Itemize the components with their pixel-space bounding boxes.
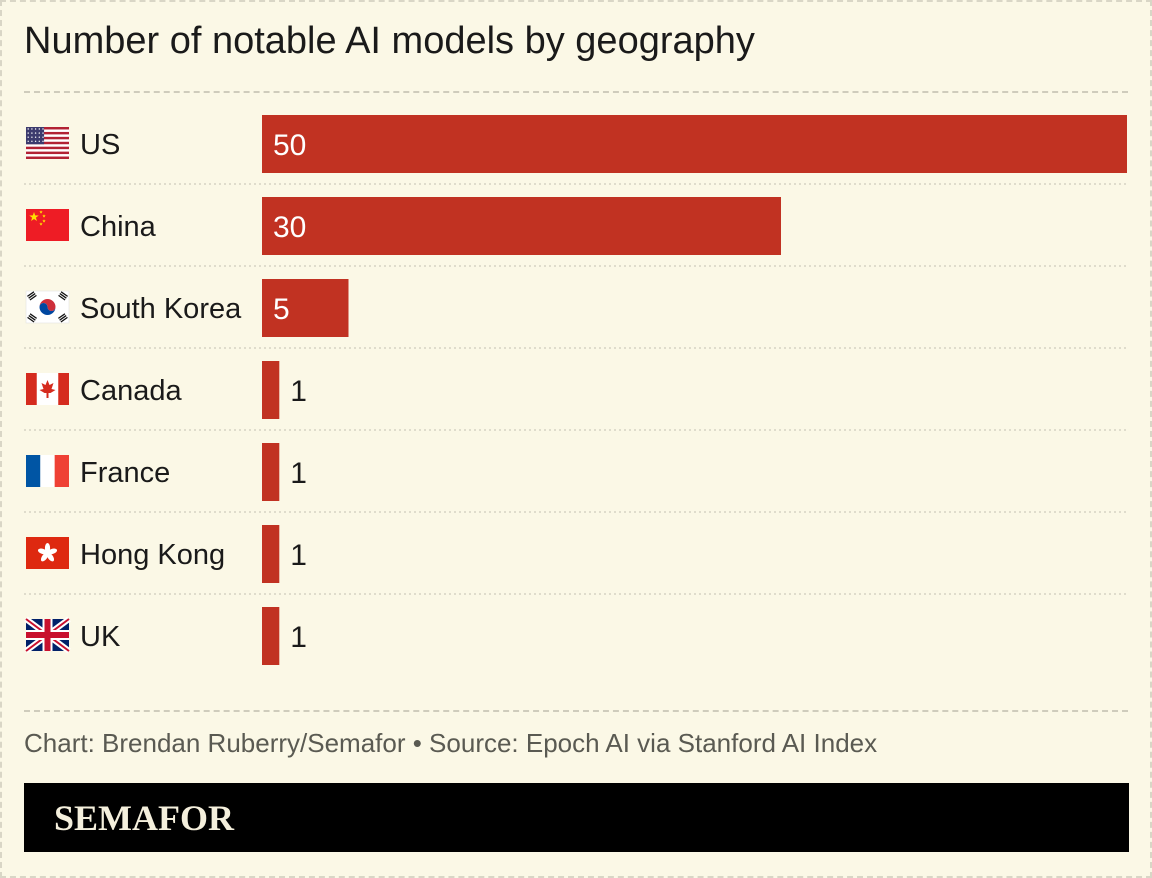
bar-uk: [262, 607, 280, 665]
value-label-canada: 1: [290, 375, 307, 408]
bar-south-korea: [262, 279, 349, 337]
value-label-france: 1: [290, 457, 307, 490]
bar-chart: US 50 China 30 South Korea 5 Canada 1 France 1 Hon…: [24, 115, 1128, 665]
value-label-uk: 1: [290, 621, 307, 654]
canada-flag-icon: [26, 373, 69, 405]
bar-china: [262, 197, 781, 255]
category-label-uk: UK: [80, 621, 121, 653]
south-korea-flag-icon: [25, 290, 70, 324]
category-label-south-korea: South Korea: [80, 293, 242, 325]
value-label-us: 50: [273, 129, 306, 162]
us-flag-icon: [26, 127, 69, 159]
category-label-china: China: [80, 211, 157, 243]
footer-divider: [24, 710, 1128, 712]
bar-us: [262, 115, 1127, 173]
chart-title: Number of notable AI models by geography: [24, 20, 755, 62]
china-flag-icon: [26, 209, 69, 241]
bar-canada: [262, 361, 280, 419]
value-label-china: 30: [273, 211, 306, 244]
hong-kong-flag-icon: [26, 537, 69, 569]
category-label-us: US: [80, 129, 120, 161]
france-flag-icon: [26, 455, 69, 487]
value-label-hong-kong: 1: [290, 539, 307, 572]
category-label-canada: Canada: [80, 375, 182, 407]
semafor-logo: SEMAFOR: [54, 798, 234, 838]
brand-bar: SEMAFOR: [24, 783, 1129, 852]
uk-flag-icon: [24, 616, 71, 654]
bar-hong-kong: [262, 525, 280, 583]
bar-france: [262, 443, 280, 501]
source-credit: Chart: Brendan Ruberry/Semafor • Source:…: [24, 728, 878, 758]
category-label-hong-kong: Hong Kong: [80, 539, 225, 571]
title-divider: [24, 91, 1128, 93]
value-label-south-korea: 5: [273, 293, 290, 326]
category-label-france: France: [80, 457, 170, 489]
